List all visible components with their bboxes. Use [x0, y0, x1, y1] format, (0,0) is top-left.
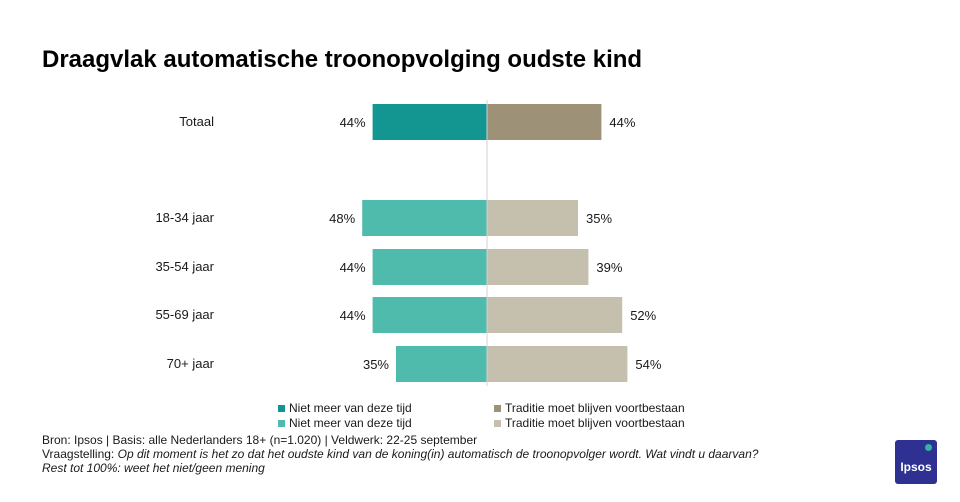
question-line: Vraagstelling: Op dit moment is het zo d…: [42, 447, 762, 461]
legend-swatch: [494, 419, 501, 427]
rest-note: Rest tot 100%: weet het niet/geen mening: [42, 461, 762, 475]
data-label-right: 44%: [609, 115, 635, 130]
category-label: 35-54 jaar: [155, 259, 214, 274]
bar-left: [372, 104, 487, 140]
chart-area: Totaal 44% 44% 18-34 jaar 48% 35% 35-54 jaar 44…: [155, 100, 662, 386]
bar-right: [487, 200, 578, 236]
logo-dot-icon: [925, 444, 932, 451]
chart-title: Draagvlak automatische troonopvolging ou…: [42, 46, 643, 73]
bar-left: [396, 346, 487, 382]
legend-item-niet-meer-light: Niet meer van deze tijd: [278, 416, 412, 430]
category-label: 70+ jaar: [167, 356, 215, 371]
legend-label: Traditie moet blijven voortbestaan: [505, 416, 685, 430]
data-label-left: 44%: [340, 260, 366, 275]
legend-label: Niet meer van deze tijd: [289, 416, 412, 430]
rest-note-text: Rest tot 100%: weet het niet/geen mening: [42, 461, 265, 475]
question-prefix: Vraagstelling:: [42, 447, 118, 461]
data-label-right: 52%: [630, 308, 656, 323]
data-label-right: 54%: [635, 357, 661, 372]
bar-right: [487, 346, 628, 382]
bar-left: [372, 297, 487, 333]
logo-text: Ipsos: [900, 460, 932, 474]
bar-right: [487, 297, 623, 333]
legend-swatch: [278, 419, 285, 427]
category-label: 18-34 jaar: [155, 210, 214, 225]
data-label-right: 35%: [586, 211, 612, 226]
bar-right: [487, 104, 602, 140]
legend-label: Niet meer van deze tijd: [289, 401, 412, 415]
data-label-left: 44%: [340, 308, 366, 323]
footer-notes: Bron: Ipsos | Basis: alle Nederlanders 1…: [42, 433, 762, 475]
legend-item-niet-meer-dark: Niet meer van deze tijd: [278, 401, 412, 415]
bar-left: [372, 249, 487, 285]
data-label-left: 44%: [340, 115, 366, 130]
data-label-right: 39%: [596, 260, 622, 275]
ipsos-logo: Ipsos: [895, 440, 937, 484]
legend-item-traditie-dark: Traditie moet blijven voortbestaan: [494, 401, 685, 415]
bar-right: [487, 249, 589, 285]
data-label-left: 35%: [363, 357, 389, 372]
question-text: Op dit moment is het zo dat het oudste k…: [117, 447, 759, 461]
legend-swatch: [278, 404, 285, 412]
legend-swatch: [494, 404, 501, 412]
legend-item-traditie-light: Traditie moet blijven voortbestaan: [494, 416, 685, 430]
legend-label: Traditie moet blijven voortbestaan: [505, 401, 685, 415]
data-label-left: 48%: [329, 211, 355, 226]
bar-left: [362, 200, 487, 236]
category-label: Totaal: [179, 114, 214, 129]
category-label: 55-69 jaar: [155, 307, 214, 322]
source-line: Bron: Ipsos | Basis: alle Nederlanders 1…: [42, 433, 478, 447]
